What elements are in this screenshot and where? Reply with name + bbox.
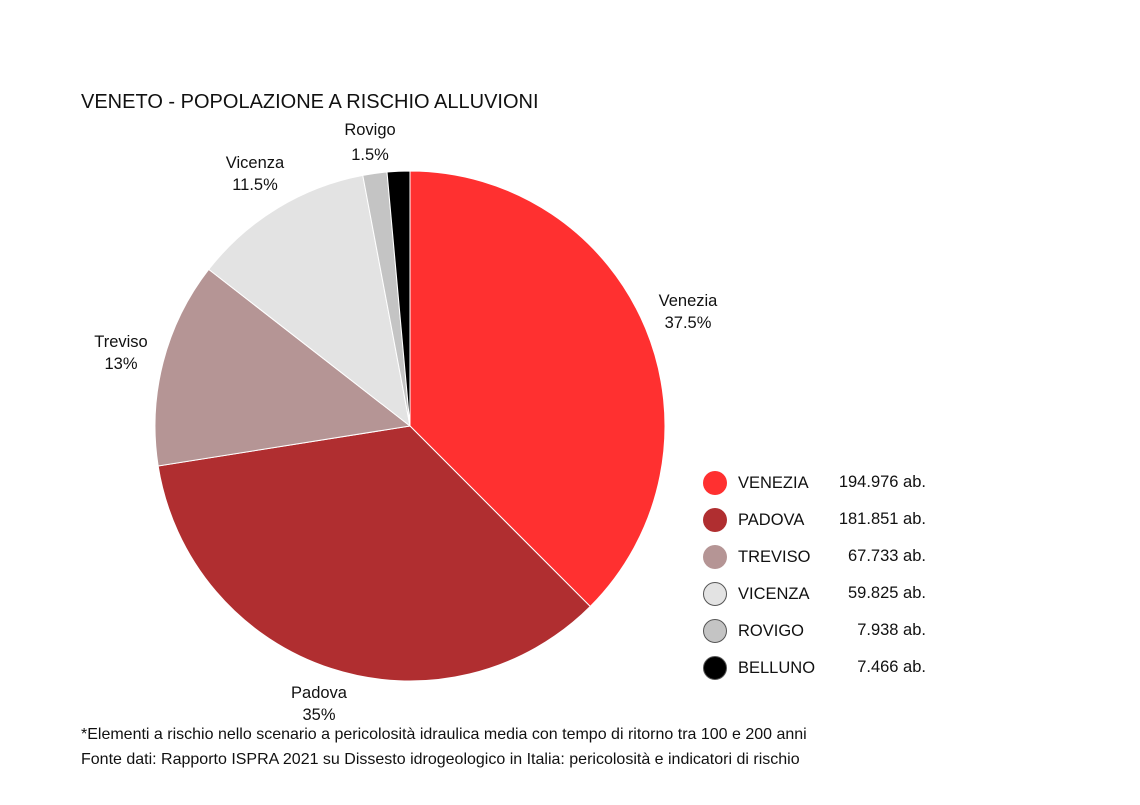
slice-label-vicenza: Vicenza xyxy=(226,154,285,172)
slice-label-rovigo: Rovigo xyxy=(344,121,395,139)
legend-value: 181.851 ab. xyxy=(838,510,926,528)
slice-percent-rovigo: 1.5% xyxy=(351,146,389,164)
slice-percent-padova: 35% xyxy=(302,706,335,724)
legend-value: 194.976 ab. xyxy=(838,473,926,491)
legend-item-vicenza: VICENZA 59.825 ab. xyxy=(703,581,943,618)
pie-slice-belluno xyxy=(386,170,411,427)
pie-slice-labels: Venezia 37.5% Padova 35% Treviso 13% Vicenza 11… xyxy=(94,121,718,724)
legend-label: VENEZIA xyxy=(738,474,809,492)
legend-value: 59.825 ab. xyxy=(848,584,926,602)
legend-item-treviso: TREVISO 67.733 ab. xyxy=(703,544,943,581)
pie-slice-treviso xyxy=(154,268,412,467)
slice-percent-venezia: 37.5% xyxy=(665,314,712,332)
legend-item-belluno: BELLUNO 7.466 ab. xyxy=(703,655,943,692)
slice-label-padova: Padova xyxy=(291,684,348,702)
slice-percent-vicenza: 11.5% xyxy=(232,176,278,194)
slice-percent-treviso: 13% xyxy=(104,355,137,373)
legend-label: PADOVA xyxy=(738,511,805,529)
legend-item-padova: PADOVA 181.851 ab. xyxy=(703,507,943,544)
legend-label: ROVIGO xyxy=(738,622,805,640)
legend-swatch xyxy=(703,582,727,606)
legend-item-venezia: VENEZIA 194.976 ab. xyxy=(703,470,943,507)
legend-label: TREVISO xyxy=(738,548,811,566)
pie-slice-vicenza xyxy=(208,174,411,428)
legend-item-rovigo: ROVIGO 7.938 ab. xyxy=(703,618,943,655)
legend: VENEZIA 194.976 ab. PADOVA 181.851 ab. TREVI… xyxy=(703,470,943,692)
legend-value: 7.466 ab. xyxy=(857,658,926,676)
legend-label: VICENZA xyxy=(738,585,810,603)
legend-swatch xyxy=(703,656,727,680)
slice-label-venezia: Venezia xyxy=(659,292,719,310)
legend-label: BELLUNO xyxy=(738,659,816,677)
footnote-source: Fonte dati: Rapporto ISPRA 2021 su Disse… xyxy=(81,751,800,768)
legend-value: 67.733 ab. xyxy=(848,547,926,565)
pie-slice-padova xyxy=(157,425,591,682)
footnote-scenario: *Elementi a rischio nello scenario a per… xyxy=(81,726,807,743)
legend-swatch xyxy=(703,619,727,643)
legend-swatch xyxy=(703,545,727,569)
legend-swatch xyxy=(703,508,727,532)
legend-swatch xyxy=(703,471,727,495)
pie-slices xyxy=(154,170,666,682)
slice-label-treviso: Treviso xyxy=(94,333,147,351)
pie-slice-venezia xyxy=(409,170,666,608)
chart-title: VENETO - POPOLAZIONE A RISCHIO ALLUVIONI xyxy=(81,91,539,113)
legend-value: 7.938 ab. xyxy=(857,621,926,639)
